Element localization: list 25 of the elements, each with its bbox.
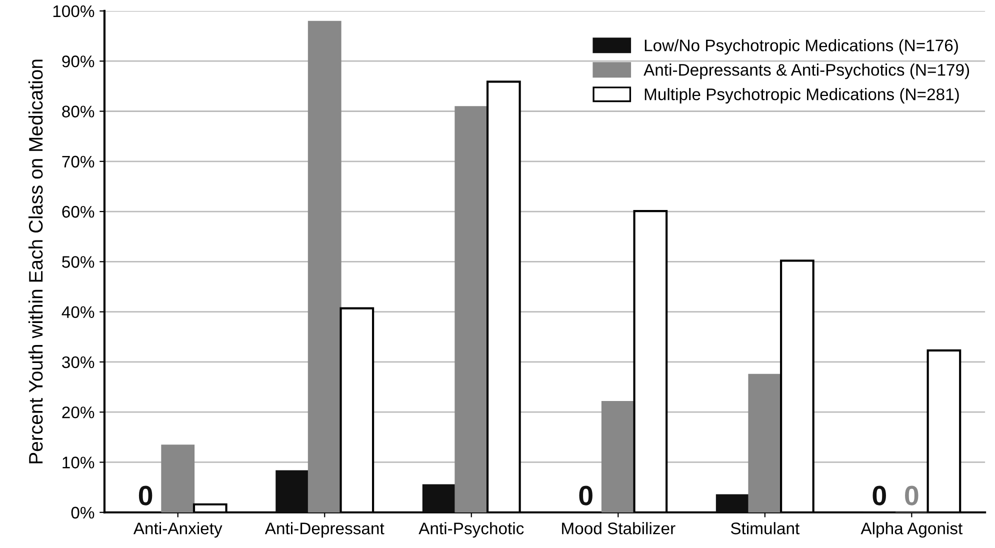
y-tick-label: 70% <box>62 156 94 168</box>
y-tick-label: 40% <box>62 306 94 318</box>
y-tick-label: 0% <box>71 506 94 519</box>
x-tick-label: Alpha Agonist <box>860 522 963 538</box>
data-label: 0 <box>872 486 886 506</box>
y-tick-label: 20% <box>62 406 94 418</box>
y-tick-label: 60% <box>62 206 94 218</box>
data-label: 0 <box>138 486 152 506</box>
legend-label: Anti-Depressants & Anti-Psychotics (N=179) <box>644 64 970 80</box>
y-axis-title: Percent Youth within Each Class on Medication <box>28 60 43 464</box>
y-tick-label: 80% <box>62 106 94 118</box>
x-tick-label: Anti-Psychotic <box>418 522 524 538</box>
x-tick-label: Stimulant <box>730 522 800 534</box>
data-label: 0 <box>905 486 918 506</box>
data-label: 0 <box>579 486 592 506</box>
x-tick-label: Mood Stabilizer <box>562 522 676 534</box>
x-tick-label: Anti-Anxiety <box>133 522 222 538</box>
y-tick-label: 10% <box>62 456 94 468</box>
legend-label: Low/No Psychotropic Medications (N=176) <box>644 39 958 55</box>
y-tick-label: 50% <box>62 256 94 268</box>
y-tick-label: 30% <box>62 356 94 368</box>
x-tick-label: Anti-Depressant <box>264 522 384 538</box>
y-tick-label: 90% <box>62 56 94 68</box>
legend-label: Multiple Psychotropic Medications (N=281) <box>644 88 959 104</box>
y-tick-label: 100% <box>53 5 94 18</box>
